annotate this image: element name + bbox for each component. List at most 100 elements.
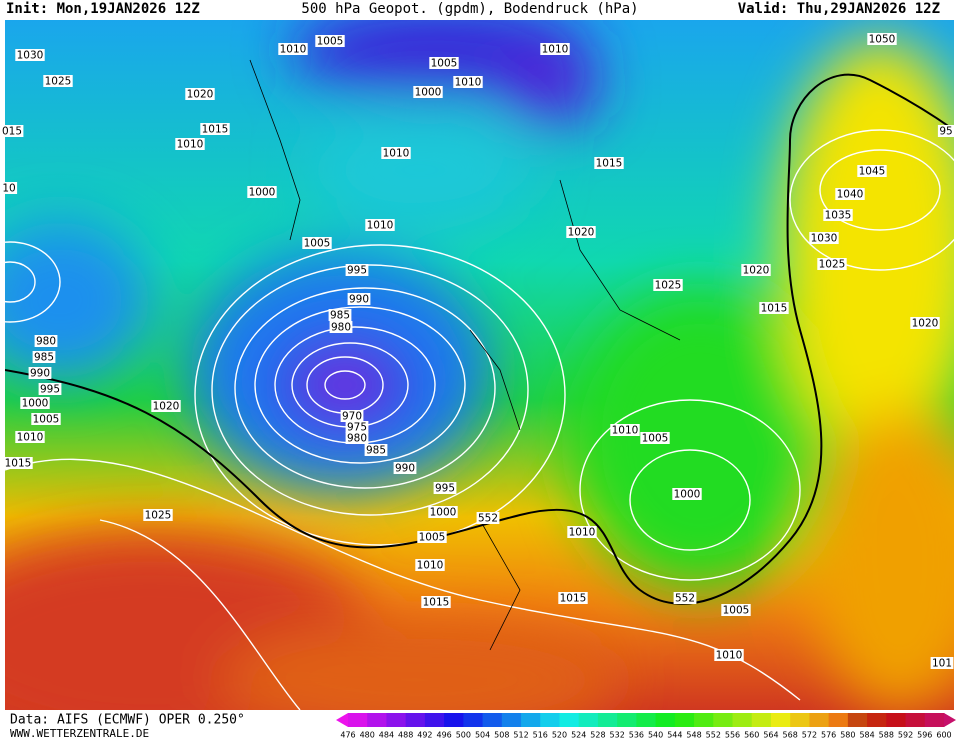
isobar-label: 985 <box>330 310 350 322</box>
map-title: 500 hPa Geopot. (gpdm), Bodendruck (hPa) <box>301 1 638 17</box>
isobar-label: 1020 <box>187 89 214 101</box>
label-box <box>823 209 853 221</box>
label-box <box>345 264 369 276</box>
label-box <box>540 43 570 55</box>
colorbar-label: 500 <box>456 731 471 740</box>
colorbar-cell <box>559 713 580 727</box>
label-box <box>185 88 215 100</box>
colorbar-label: 496 <box>436 731 451 740</box>
label-box <box>417 531 447 543</box>
label-box <box>28 367 52 379</box>
colorbar-cell <box>847 713 868 727</box>
label-box <box>421 596 451 608</box>
label-box <box>673 592 697 604</box>
isobar-label: 015 <box>2 126 22 138</box>
label-box <box>20 397 50 409</box>
colorbar-cell <box>713 713 734 727</box>
isobar-label: 1010 <box>367 220 394 232</box>
colorbar-cell <box>386 713 407 727</box>
label-box <box>247 186 277 198</box>
label-box <box>0 125 24 137</box>
label-box <box>175 138 205 150</box>
label-box <box>429 57 459 69</box>
label-box <box>340 410 364 422</box>
colorbar-label: 544 <box>667 731 682 740</box>
colorbar-cell <box>924 713 945 727</box>
isobar-label: 1045 <box>859 166 886 178</box>
isobar-label: 1030 <box>17 50 44 62</box>
isobar-label: 1005 <box>317 36 344 48</box>
colorbar-cell <box>521 713 541 727</box>
colorbar-label: 516 <box>533 731 548 740</box>
label-box <box>640 432 670 444</box>
label-box <box>143 509 173 521</box>
colorbar-label: 560 <box>744 731 759 740</box>
label-box <box>558 592 588 604</box>
colorbar-label: 556 <box>725 731 740 740</box>
label-box <box>393 462 417 474</box>
isobar-label: 1005 <box>642 433 669 445</box>
colorbar-label: 528 <box>590 731 605 740</box>
colorbar-cell <box>655 713 676 727</box>
label-box <box>910 317 940 329</box>
isobar-label: 1015 <box>202 124 229 136</box>
label-box <box>347 293 371 305</box>
colorbar-label: 580 <box>840 731 855 740</box>
label-box <box>857 165 887 177</box>
isobar-label: 1010 <box>569 527 596 539</box>
colorbar-arrow <box>336 713 348 727</box>
isobar-label: 10 <box>2 183 15 195</box>
label-box <box>200 123 230 135</box>
colorbar-cell <box>770 713 791 727</box>
label-box <box>835 188 865 200</box>
label-box <box>38 383 62 395</box>
label-box <box>610 424 640 436</box>
isobar-label: 1025 <box>819 259 846 271</box>
colorbar-label: 592 <box>898 731 913 740</box>
isobar-label: 985 <box>34 352 54 364</box>
colorbar: 476 480 484 488 492 496 500 504 508 512 516 520 524 5… <box>336 713 956 740</box>
colorbar-cell <box>444 713 464 727</box>
label-box <box>721 604 751 616</box>
colorbar-label: 548 <box>686 731 701 740</box>
isobar-label: 1020 <box>912 318 939 330</box>
isobar-label: 101 <box>932 658 952 670</box>
isobar-label: 985 <box>366 445 386 457</box>
label-box <box>302 237 332 249</box>
isobar-label: 990 <box>30 368 50 380</box>
valid-time: Valid: Thu,29JAN2026 12Z <box>738 1 940 17</box>
label-box <box>653 279 683 291</box>
colorbar-label: 504 <box>475 731 490 740</box>
isobar-label: 1000 <box>674 489 701 501</box>
isobar-label: 1010 <box>542 44 569 56</box>
colorbar-cell <box>867 713 887 727</box>
isobar-label: 1005 <box>419 532 446 544</box>
colorbar-label: 568 <box>783 731 798 740</box>
data-source: Data: AIFS (ECMWF) OPER 0.250° <box>10 713 245 728</box>
label-box <box>476 512 500 524</box>
colorbar-label: 476 <box>340 731 355 740</box>
isobar-label: 552 <box>478 513 498 525</box>
isobar-label: 1010 <box>280 44 307 56</box>
isobar-label: 990 <box>395 463 415 475</box>
colorbar-label: 596 <box>917 731 932 740</box>
isobar-label: 990 <box>349 294 369 306</box>
isobar-label: 1040 <box>837 189 864 201</box>
label-box <box>31 413 61 425</box>
label-box <box>566 226 596 238</box>
isobar-label: 995 <box>435 483 455 495</box>
colorbar-label: 600 <box>936 731 951 740</box>
isobar-label: 1000 <box>430 507 457 519</box>
isobar-label: 1035 <box>825 210 852 222</box>
isobar-label: 980 <box>331 322 351 334</box>
colorbar-label: 480 <box>360 731 375 740</box>
colorbar-cell <box>405 713 426 727</box>
colorbar-cell <box>636 713 657 727</box>
colorbar-label: 492 <box>417 731 432 740</box>
isobar-label: 1010 <box>612 425 639 437</box>
colorbar-label: 576 <box>821 731 836 740</box>
colorbar-label: 536 <box>629 731 644 740</box>
isobar-label: 1000 <box>415 87 442 99</box>
colorbar-label: 572 <box>802 731 817 740</box>
colorbar-cell <box>790 713 810 727</box>
